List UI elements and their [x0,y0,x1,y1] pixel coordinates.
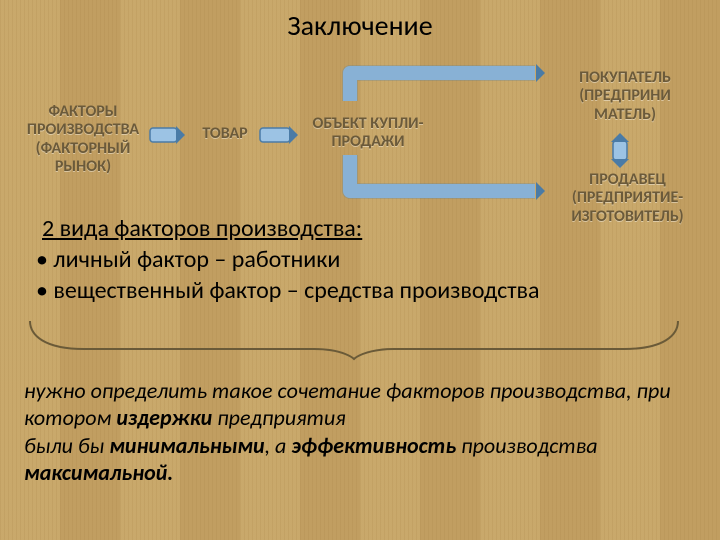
brace [24,313,696,373]
c-b3: эффективность [291,432,456,459]
bullet-1-text: личный фактор – работники [53,245,340,274]
bullet-2: • вещественный фактор – средства произво… [24,275,696,306]
flow-diagram: ФАКТОРЫПРОИЗВОДСТВА(ФАКТОРНЫЙРЫНОК) ТОВА… [0,43,720,213]
c-b1: издержки [116,404,212,431]
bullet-2-text: вещественный фактор – средства производс… [53,276,539,305]
page-title: Заключение [0,0,720,43]
c-t3: были бы [24,432,109,459]
c-t2: предприятия [212,404,345,431]
c-b4: максимальной. [24,459,173,486]
c-t5: производства [456,432,597,459]
conclusion: нужно определить такое сочетание факторо… [0,377,720,487]
c-b2: минимальными [109,432,264,459]
arrow-layer [0,43,720,223]
body-text: 2 вида факторов производства: • личный ф… [0,213,720,307]
c-t4: , а [265,432,292,459]
bullet-1: • личный фактор – работники [24,244,696,275]
